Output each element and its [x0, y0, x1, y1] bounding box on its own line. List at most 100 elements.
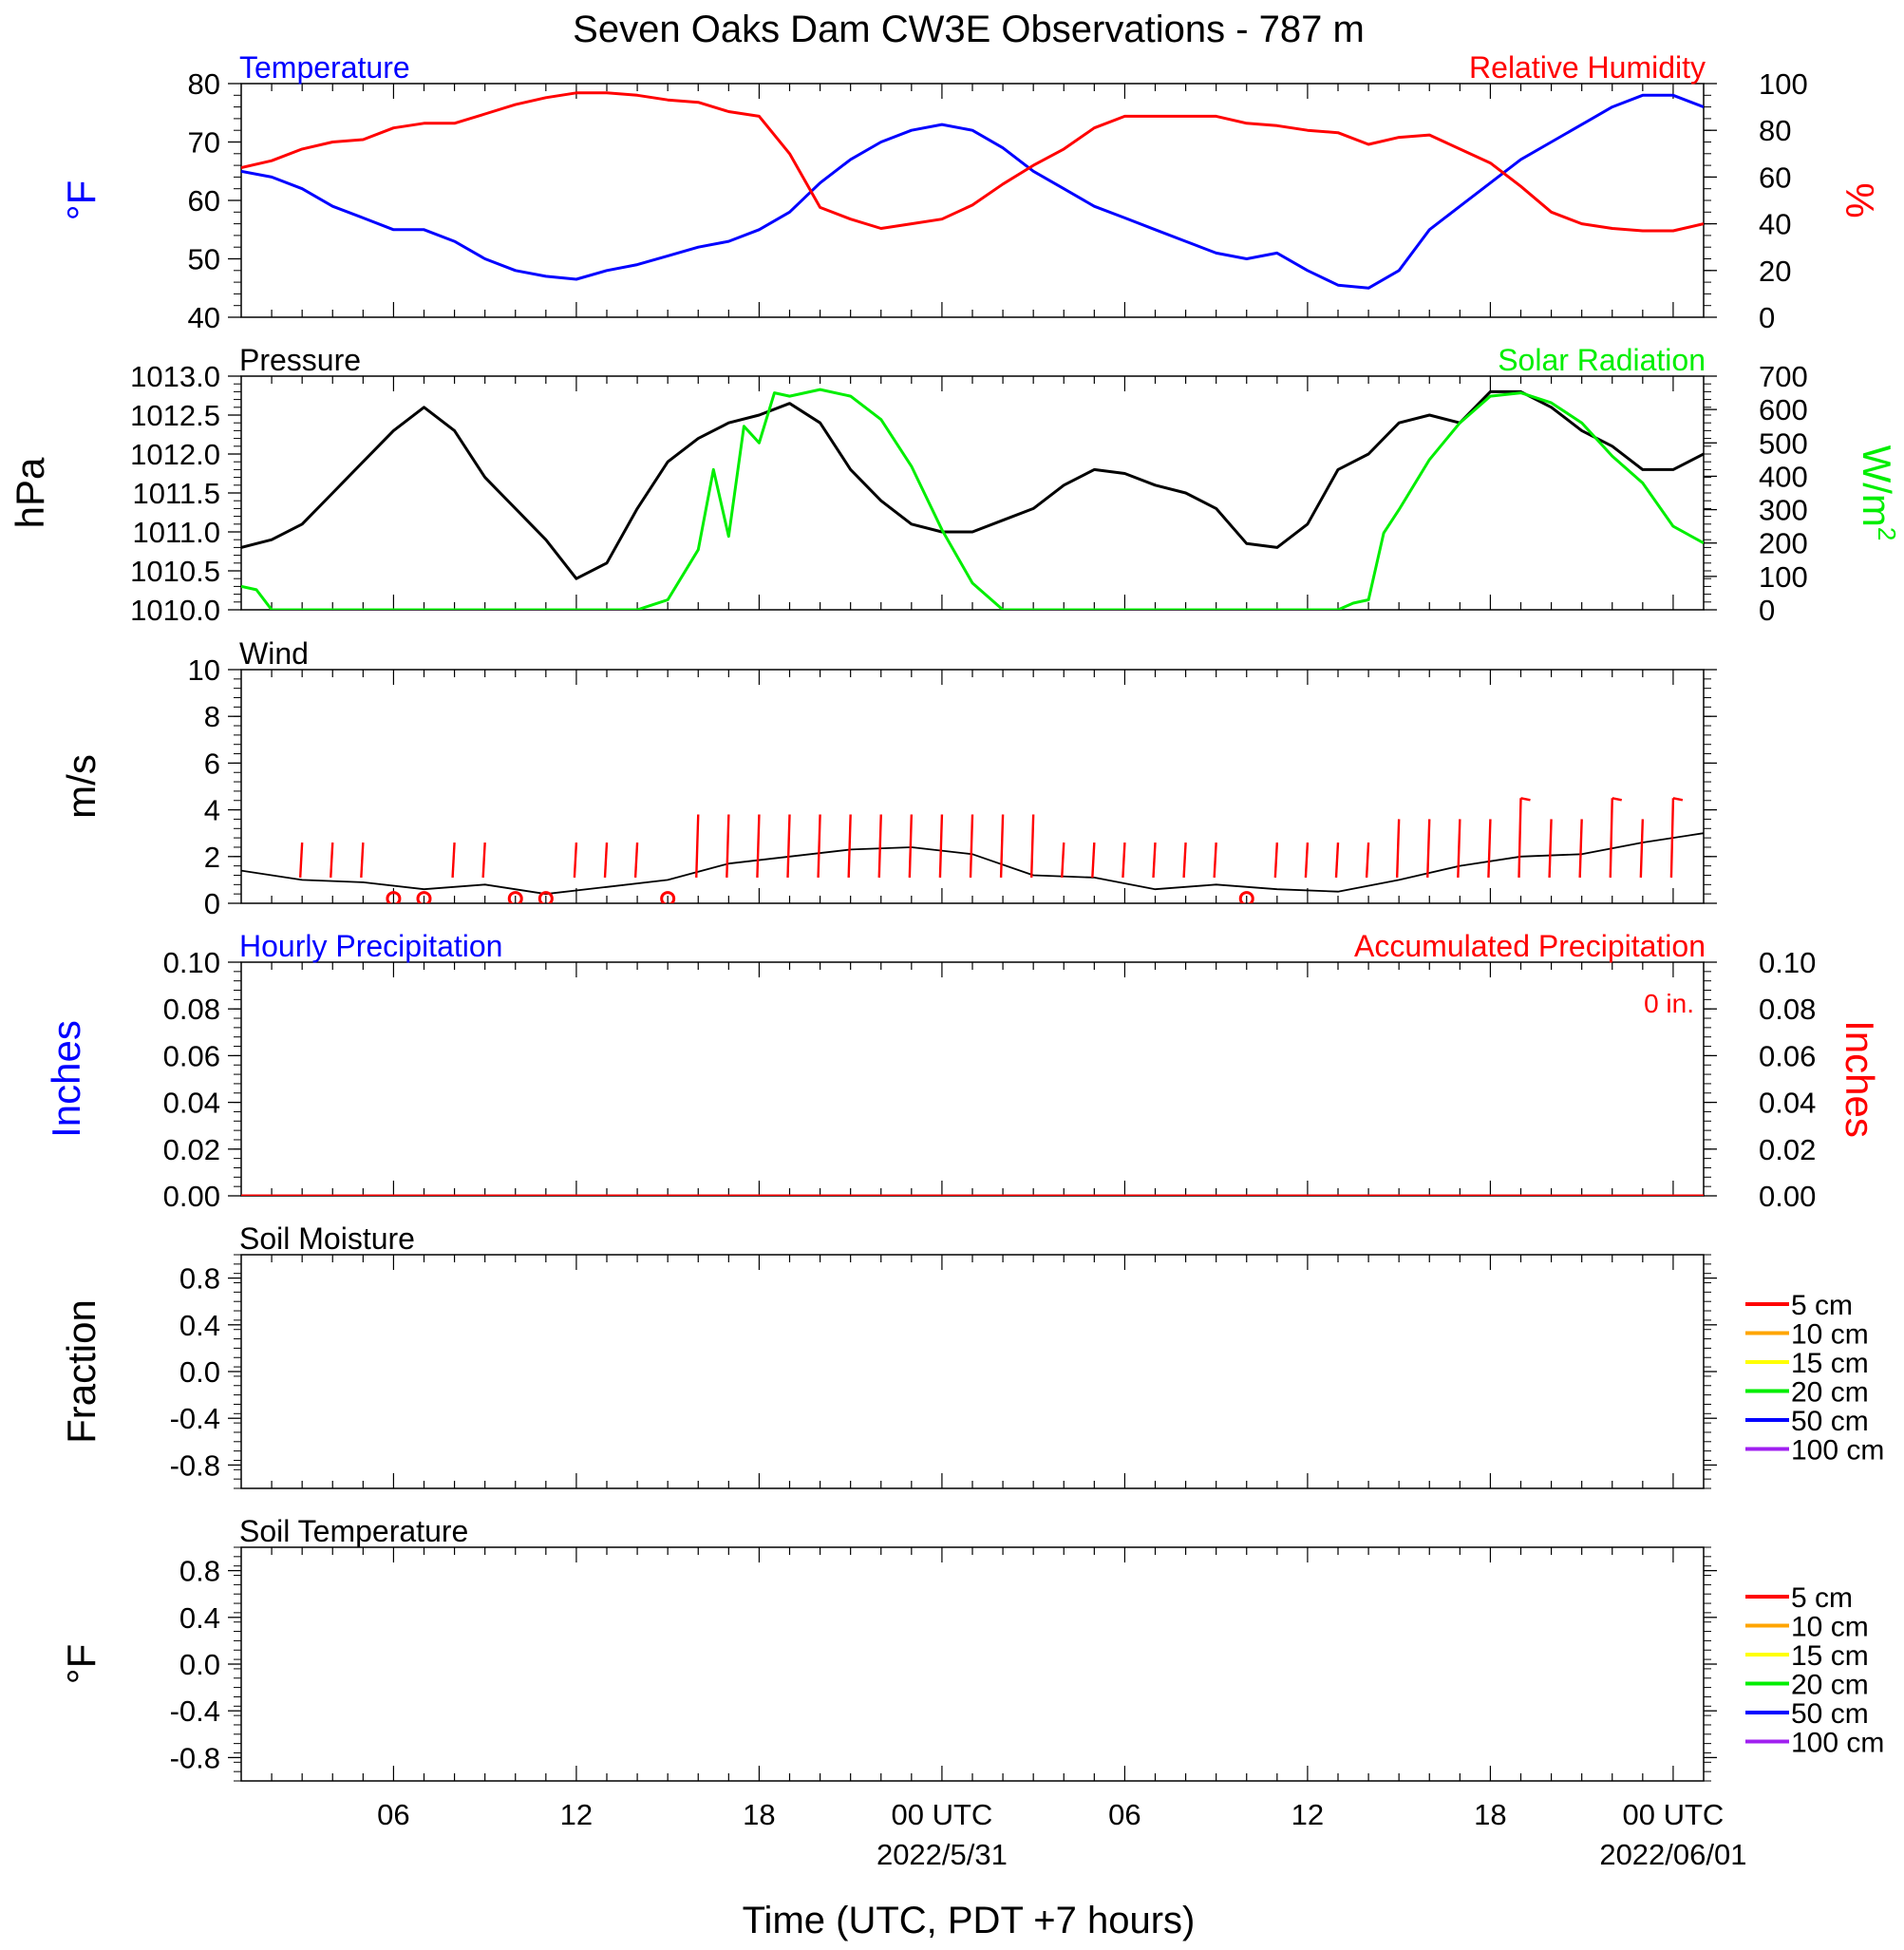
legend-entry: 15 cm	[1791, 1640, 1869, 1672]
wind-barb	[1457, 819, 1461, 878]
y-tick-label: 1013.0	[130, 360, 220, 393]
y-right-tick-label: 400	[1759, 460, 1808, 493]
wind-barb	[573, 842, 578, 879]
y-tick-label: 1012.0	[130, 438, 220, 471]
y-right-tick-label: 700	[1759, 360, 1808, 393]
x-tick-label: 12	[560, 1798, 593, 1831]
y-axis-title-right-text: W/m	[1855, 445, 1899, 527]
legend-entry: 15 cm	[1791, 1348, 1869, 1379]
y-tick-label: 1010.5	[130, 555, 220, 588]
wind-barb	[1152, 842, 1157, 879]
y-right-tick-label: 0.00	[1759, 1180, 1816, 1213]
wind-barb	[695, 814, 700, 878]
y-axis-title: Inches	[44, 1020, 88, 1138]
panel-right-title: Solar Radiation	[1498, 343, 1706, 377]
x-tick-label: 00 UTC	[892, 1798, 993, 1831]
y-axis-title-right: %	[1838, 182, 1882, 218]
wind-barb	[726, 814, 730, 878]
y-right-tick-label: 200	[1759, 527, 1808, 560]
accumulated-total: 0 in.	[1644, 989, 1694, 1018]
y-right-tick-label: 0.04	[1759, 1087, 1816, 1120]
y-right-tick-label: 600	[1759, 393, 1808, 426]
x-tick-label: 18	[1474, 1798, 1506, 1831]
y-axis-title: °F	[59, 180, 104, 220]
y-right-tick-label: 0.08	[1759, 993, 1816, 1026]
legend-entry: 10 cm	[1791, 1319, 1869, 1351]
wind-barb	[1395, 819, 1401, 878]
y-axis-title-right: Inches	[1838, 1020, 1882, 1138]
panel-title: Soil Moisture	[239, 1221, 415, 1256]
calm-wind-circle	[1238, 891, 1254, 903]
panel-title: Hourly Precipitation	[239, 929, 502, 963]
legend-entry: 50 cm	[1791, 1698, 1869, 1730]
y-tick-label: -0.8	[170, 1448, 220, 1482]
x-tick-label: 06	[377, 1798, 409, 1831]
wind-barb	[1487, 819, 1492, 878]
y-tick-label: 0.04	[163, 1087, 220, 1120]
panel-1: 1013.0 1012.5 1012.0 1011.5 1011.0 1010.5 1010…	[8, 343, 1901, 627]
legend-entry: 5 cm	[1791, 1290, 1853, 1321]
legend-entry: 50 cm	[1791, 1406, 1869, 1437]
wind-barb	[1334, 842, 1340, 879]
wind-barb	[969, 814, 974, 878]
wind-barb	[1273, 842, 1279, 879]
wind-barb	[877, 814, 882, 878]
y-tick-label: 2	[204, 841, 220, 874]
panel-right-title: Accumulated Precipitation	[1354, 929, 1706, 963]
calm-wind-circle	[537, 891, 554, 903]
panel-2: 10 8 6 4 2 0 Wind m/s	[59, 636, 1717, 920]
y-right-tick-label: 40	[1759, 208, 1791, 241]
wind-barb	[1426, 819, 1431, 878]
wind-barb	[1122, 842, 1126, 879]
wind-barb	[1029, 814, 1035, 878]
y-tick-label: 50	[188, 243, 220, 276]
wind-barb	[1365, 842, 1370, 879]
y-tick-label: -0.4	[170, 1402, 220, 1435]
y-tick-label: 60	[188, 184, 220, 218]
wind-barb	[1609, 798, 1613, 878]
calm-wind-circle	[507, 891, 523, 903]
legend-entry: 10 cm	[1791, 1612, 1869, 1643]
y-right-tick-label: 300	[1759, 494, 1808, 527]
y-tick-label: 70	[188, 126, 220, 160]
y-tick-label: 6	[204, 747, 220, 780]
y-axis-title: °F	[59, 1644, 104, 1684]
wind-barb	[298, 842, 304, 879]
y-right-tick-label: 20	[1759, 255, 1791, 288]
y-tick-label: 0.4	[179, 1309, 220, 1342]
wind-barb	[360, 842, 365, 879]
y-right-tick-label: 0	[1759, 301, 1775, 334]
y-tick-label: 1011.5	[132, 477, 220, 510]
y-right-tick-label: 100	[1759, 560, 1808, 594]
y-tick-label: 10	[188, 653, 220, 687]
y-tick-label: -0.8	[170, 1741, 220, 1774]
y-tick-label: 1010.0	[130, 594, 220, 627]
y-tick-label: 0.0	[179, 1355, 220, 1389]
y-axis-title: m/s	[59, 754, 104, 819]
wind-barb	[1061, 842, 1065, 879]
figure-title: Seven Oaks Dam CW3E Observations - 787 m	[573, 9, 1365, 50]
x-tick-label: 18	[743, 1798, 775, 1831]
panel-3: 0.10 0.08 0.06 0.04 0.02 0.00 0.10 0.08 0.06 0.04…	[44, 929, 1882, 1213]
wind-barb	[847, 814, 852, 878]
series-group	[241, 797, 1704, 903]
wind-barb-flag	[1520, 797, 1531, 802]
calm-wind-circle	[660, 891, 676, 903]
panel-right-title: Relative Humidity	[1469, 50, 1706, 85]
legend-entry: 100 cm	[1791, 1728, 1884, 1759]
y-tick-label: 4	[204, 794, 220, 827]
x-tick-sublabel: 2022/06/01	[1599, 1838, 1746, 1871]
y-tick-label: 0.00	[163, 1180, 220, 1213]
series-group	[241, 388, 1704, 610]
panel-0: 80 70 60 50 40 100 80 60 40 20 0 Temperature Relativ…	[59, 50, 1882, 334]
wind-barb	[451, 842, 456, 879]
y-tick-label: 0.0	[179, 1648, 220, 1681]
x-tick-label: 00 UTC	[1623, 1798, 1725, 1831]
wind-barb	[999, 814, 1005, 878]
series-group	[241, 91, 1704, 290]
wind-barb	[1639, 819, 1645, 878]
wind-barb	[756, 814, 761, 878]
wind-barb	[817, 814, 821, 878]
